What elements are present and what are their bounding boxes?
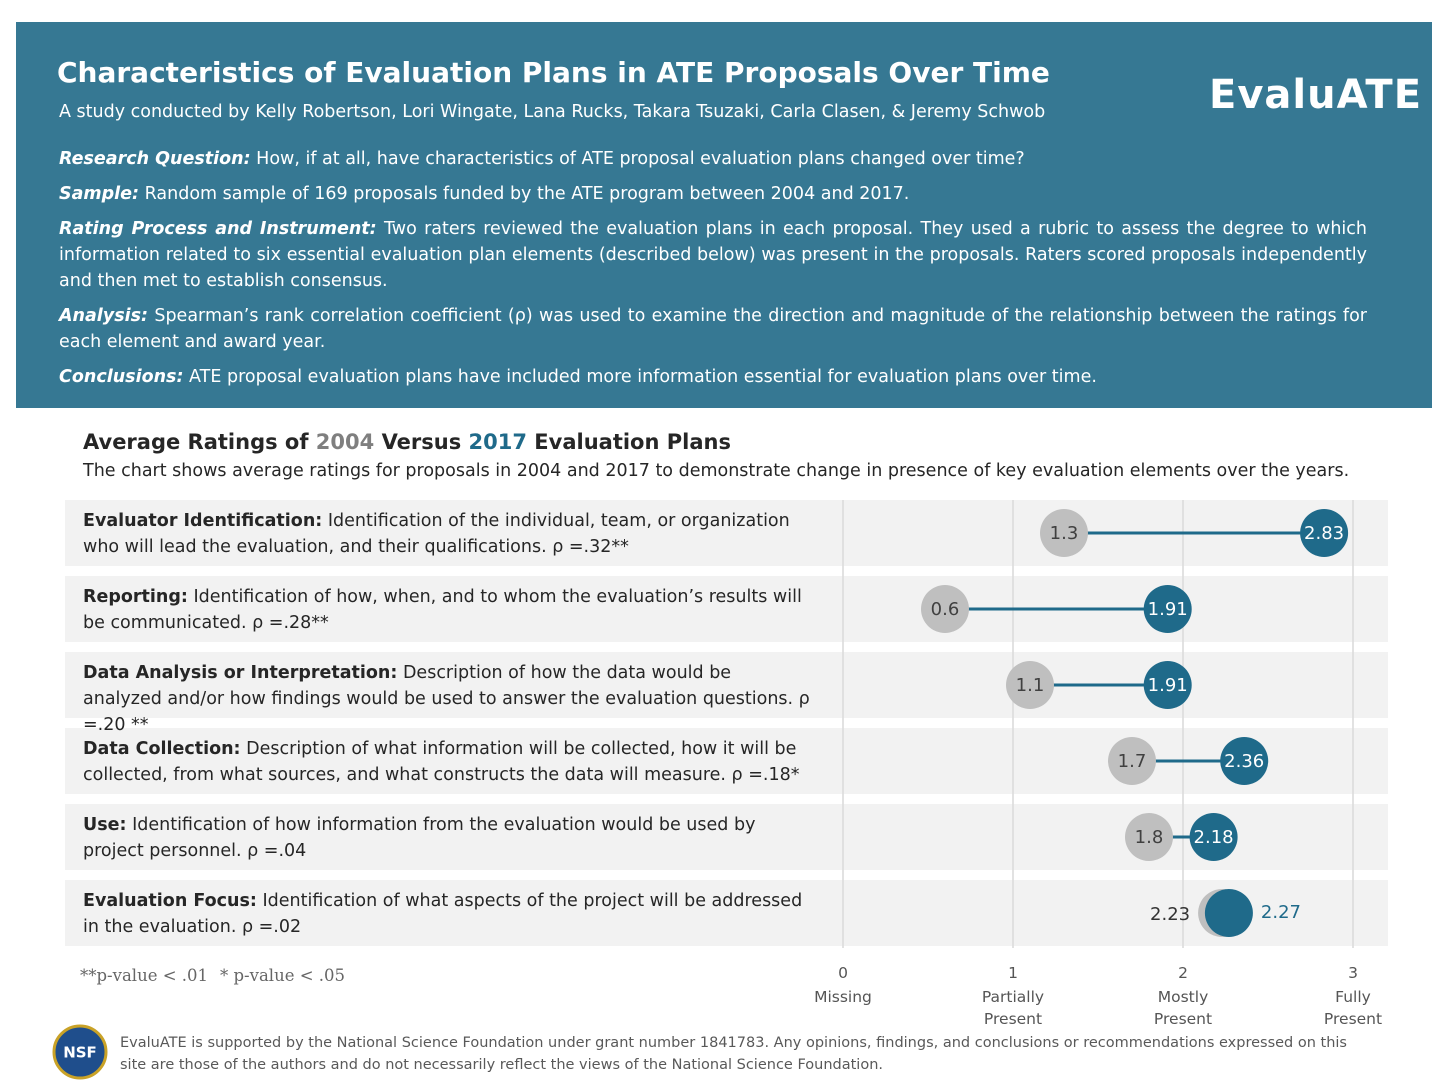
title-part: 2017 [468, 430, 527, 454]
row-label: Data Collection: Description of what inf… [83, 736, 813, 788]
footer-text: EvaluATE is supported by the National Sc… [120, 1035, 1347, 1073]
value-label: 1.8 [1135, 827, 1164, 848]
nsf-logo-text: NSF [63, 1044, 97, 1062]
section: Analysis: Spearman’s rank correlation co… [59, 303, 1367, 355]
description: Identification of how information from t… [83, 815, 756, 861]
dot-2004 [921, 585, 969, 633]
nsf-logo [52, 1024, 108, 1080]
row-label: Reporting: Identification of how, when, … [83, 584, 813, 636]
value-label: 2.83 [1304, 523, 1344, 544]
row-label: Use: Identification of how information f… [83, 812, 813, 864]
category: Use: [83, 815, 127, 835]
category: Evaluation Focus: [83, 891, 257, 911]
title-part: Average Ratings of [83, 430, 309, 454]
footnote: * p-value < .05 [220, 966, 346, 985]
section: Conclusions: ATE proposal evaluation pla… [59, 364, 1367, 390]
value-label: 1.91 [1148, 599, 1188, 620]
category: Reporting: [83, 587, 188, 607]
dot-2017 [1189, 813, 1238, 861]
description: Identification of what aspects of the pr… [83, 891, 803, 937]
value-label: 2.27 [1261, 902, 1301, 923]
row-label: Data Analysis or Interpretation: Descrip… [83, 660, 813, 738]
dot-2004 [1108, 737, 1156, 785]
title-part: Versus [381, 430, 462, 454]
value-label: 0.6 [931, 599, 960, 620]
x-tick-label: 0 [838, 964, 848, 982]
x-tick-label: 3 [1348, 964, 1358, 982]
x-tick-label: 1 [1008, 964, 1018, 982]
section-label: Conclusions: [59, 367, 184, 387]
dot-2017 [1204, 889, 1253, 937]
dot-2017 [1220, 737, 1269, 785]
sections: Research Question: How, if at all, have … [59, 146, 1367, 399]
section-label: Sample: [59, 184, 140, 204]
section-label: Analysis: [59, 306, 149, 326]
description: Description of what information will be … [83, 739, 800, 785]
logo: EvaluATE [1209, 72, 1423, 118]
x-tick-name: Missing [814, 988, 872, 1006]
row-label: Evaluator Identification: Identification… [83, 508, 813, 560]
chart-title: Average Ratings of 2004 Versus 2017 Eval… [83, 430, 731, 454]
section-text: ATE proposal evaluation plans have inclu… [189, 367, 1097, 387]
header: Characteristics of Evaluation Plans in A… [16, 22, 1432, 408]
category: Evaluator Identification: [83, 511, 323, 531]
value-label: 2.23 [1150, 904, 1190, 925]
section-text: Random sample of 169 proposals funded by… [144, 184, 910, 204]
section-text: Two raters reviewed the evaluation plans… [59, 219, 1367, 291]
section: Sample: Random sample of 169 proposals f… [59, 181, 1367, 207]
title-part: 2004 [315, 430, 375, 454]
row-label: Evaluation Focus: Identification of what… [83, 888, 813, 940]
section-label: Rating Process and Instrument: [59, 219, 377, 239]
title: Characteristics of Evaluation Plans in A… [57, 56, 1050, 89]
section-text: Spearman’s rank correlation coefficient … [59, 306, 1367, 352]
dot-2017 [1143, 585, 1192, 633]
description: Description of how the data would be ana… [83, 663, 810, 735]
dot-2017 [1300, 509, 1349, 557]
value-label: 1.1 [1016, 675, 1045, 696]
section: Rating Process and Instrument: Two rater… [59, 216, 1367, 294]
value-label: 2.18 [1194, 827, 1234, 848]
x-tick-name: Partially Present [981, 988, 1045, 1028]
description: Identification of how, when, and to whom… [83, 587, 802, 633]
title-part: Evaluation Plans [534, 430, 731, 454]
description: Identification of the individual, team, … [83, 511, 790, 557]
x-tick-name: Fully Present [1323, 988, 1383, 1028]
category: Data Analysis or Interpretation: [83, 663, 398, 683]
section-label: Research Question: [59, 149, 251, 169]
category: Data Collection: [83, 739, 241, 759]
x-tick-name: Mostly Present [1153, 988, 1213, 1028]
section-text: How, if at all, have characteristics of … [256, 149, 1025, 169]
footnote: **p-value < .01 [80, 966, 209, 985]
value-label: 1.7 [1118, 751, 1147, 772]
dot-2004 [1125, 813, 1173, 861]
section: Research Question: How, if at all, have … [59, 146, 1367, 172]
chart-subtitle: The chart shows average ratings for prop… [83, 461, 1350, 481]
x-tick-label: 2 [1178, 964, 1188, 982]
dot-2004 [1006, 661, 1054, 709]
authors: A study conducted by Kelly Robertson, Lo… [59, 102, 1046, 122]
dot-2017 [1143, 661, 1192, 709]
value-label: 2.36 [1224, 751, 1264, 772]
row-band [65, 880, 1388, 946]
value-label: 1.91 [1148, 675, 1188, 696]
dot-2004 [1040, 509, 1088, 557]
value-label: 1.3 [1050, 523, 1079, 544]
